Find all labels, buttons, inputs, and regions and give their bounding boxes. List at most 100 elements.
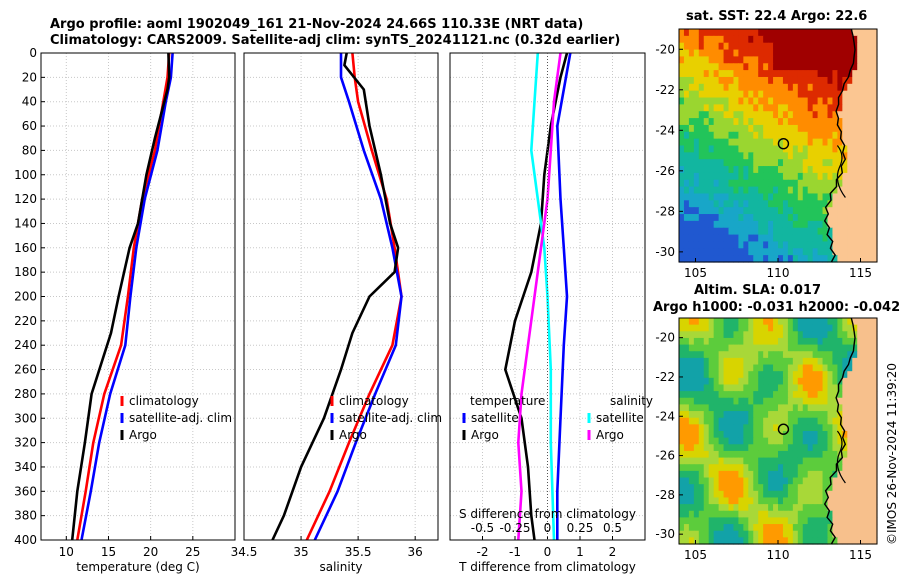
map-cell xyxy=(802,124,809,133)
map-cell xyxy=(852,431,858,439)
map-cell xyxy=(827,207,834,215)
map-cell xyxy=(698,118,705,126)
map-cell xyxy=(812,70,819,78)
map-cell xyxy=(852,497,858,505)
map-cell xyxy=(733,186,739,195)
map-cell xyxy=(867,450,873,459)
map-cell xyxy=(862,63,868,71)
map-cell xyxy=(827,104,834,112)
map-cell xyxy=(817,331,824,339)
map-cell xyxy=(743,159,749,167)
map-cell xyxy=(748,138,754,147)
map-cell xyxy=(797,504,804,512)
map-cell xyxy=(748,371,754,379)
map-cell xyxy=(847,70,853,78)
map-cell xyxy=(679,118,685,126)
map-cell xyxy=(753,337,759,346)
map-cell xyxy=(758,318,764,326)
map-cell xyxy=(758,124,764,133)
map-cell xyxy=(847,186,853,195)
map-cell xyxy=(743,411,749,419)
map-cell xyxy=(837,517,843,525)
map-cell xyxy=(847,138,853,147)
map-cell xyxy=(832,248,838,256)
map-cell xyxy=(832,504,838,512)
map-cell xyxy=(852,477,858,485)
map-cell xyxy=(778,200,784,208)
map-cell xyxy=(753,484,759,492)
map-cell xyxy=(738,484,744,492)
map-cell xyxy=(698,457,705,465)
map-cell xyxy=(792,76,799,85)
map-cell xyxy=(718,450,725,459)
map-cell xyxy=(743,76,749,85)
map-cell xyxy=(773,166,779,174)
map-cell xyxy=(693,417,700,425)
map-cell xyxy=(773,186,779,195)
map-cell xyxy=(679,417,685,425)
map-cell xyxy=(852,193,858,201)
map-cell xyxy=(807,172,814,181)
map-cell xyxy=(693,63,700,71)
map-cell xyxy=(693,42,700,51)
map-cell xyxy=(743,444,749,452)
map-cell xyxy=(837,424,843,432)
map-cell xyxy=(708,524,715,532)
map-cell xyxy=(787,424,794,432)
map-cell xyxy=(688,391,695,399)
map-cell xyxy=(688,35,695,44)
map-cell xyxy=(768,371,774,379)
map-cell xyxy=(708,444,715,452)
map-cell xyxy=(733,193,739,201)
map-cell xyxy=(857,404,863,412)
map-cell xyxy=(679,70,685,78)
map-cell xyxy=(857,42,863,51)
map-cell xyxy=(758,97,764,105)
map-cell xyxy=(738,464,744,472)
map-cell xyxy=(758,241,764,249)
map-cell xyxy=(698,214,705,222)
map-cell xyxy=(832,220,838,229)
map-cell xyxy=(862,444,868,452)
map-cell xyxy=(713,337,720,346)
map-cell xyxy=(778,186,784,195)
map-cell xyxy=(698,90,705,99)
map-cell xyxy=(758,131,764,140)
map-cell xyxy=(723,391,730,399)
map-cell xyxy=(738,371,744,379)
map-cell xyxy=(872,227,878,236)
map-cell xyxy=(718,145,725,153)
map-cell xyxy=(802,470,809,479)
map-cell xyxy=(688,530,695,538)
map-cell xyxy=(708,145,715,153)
map-cell xyxy=(802,193,809,201)
map-cell xyxy=(748,70,754,78)
map-cell xyxy=(748,504,754,512)
map-cell xyxy=(698,172,705,181)
map-cell xyxy=(857,152,863,160)
map-cell xyxy=(733,248,739,256)
map-cell xyxy=(703,179,710,188)
map-cell xyxy=(797,510,804,519)
map-cell xyxy=(827,524,834,532)
map-cell xyxy=(872,138,878,147)
map-cell xyxy=(713,331,720,339)
map-cell xyxy=(733,179,739,188)
map-cell xyxy=(753,97,759,105)
map-cell xyxy=(679,234,685,243)
map-cell xyxy=(822,457,829,465)
map-cell xyxy=(847,42,853,51)
map-cell xyxy=(758,234,764,243)
map-cell xyxy=(748,424,754,432)
map-cell xyxy=(683,207,690,215)
map-cell xyxy=(743,331,749,339)
map-cell xyxy=(872,470,878,479)
map-cell xyxy=(748,477,754,485)
map-cell xyxy=(862,371,868,379)
map-cell xyxy=(812,63,819,71)
map-cell xyxy=(847,145,853,153)
map-cell xyxy=(852,457,858,465)
map-cell xyxy=(867,337,873,346)
s-axis-label: S difference from climatology xyxy=(459,507,636,521)
map-cell xyxy=(698,470,705,479)
